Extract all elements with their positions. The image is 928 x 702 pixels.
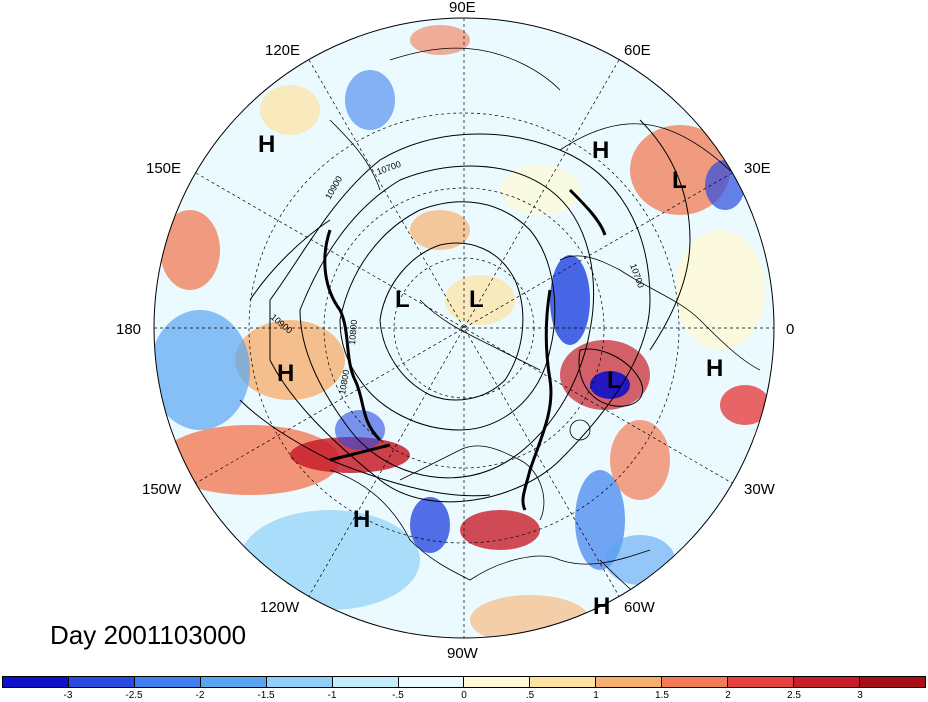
day-title: Day 2001103000 [50, 620, 247, 650]
colorbar-swatch [596, 677, 663, 687]
colorbar-swatch [332, 677, 399, 687]
longitude-label-90w: 90W [447, 645, 478, 662]
colorbar-swatch [794, 677, 860, 687]
high-pressure-marker: H [593, 593, 611, 620]
colorbar-tick-label: 0 [461, 690, 467, 701]
longitude-label-150w: 150W [142, 481, 182, 498]
colorbar-swatch [134, 677, 201, 687]
longitude-label-60e: 60E [624, 42, 651, 59]
high-pressure-marker: H [258, 131, 276, 158]
graticule [154, 18, 774, 638]
colorbar-tick-label: -2 [195, 690, 205, 701]
low-pressure-marker: L [469, 286, 484, 313]
contour-label: 10800 [347, 319, 359, 345]
map-boundary [153, 17, 775, 639]
colorbar-tick-label: -.5 [392, 690, 404, 701]
longitude-label-90e: 90E [449, 0, 476, 16]
high-pressure-marker: H [277, 360, 295, 387]
colorbar [2, 676, 926, 688]
high-pressure-marker: H [706, 355, 724, 382]
low-pressure-marker: L [395, 286, 410, 313]
colorbar-tick-label: -3 [63, 690, 73, 701]
colorbar-swatch [398, 677, 465, 687]
colorbar-tick-label: -1 [327, 690, 337, 701]
longitude-label-60w: 60W [624, 599, 655, 616]
longitude-label-30w: 30W [744, 481, 775, 498]
colorbar-swatch [266, 677, 333, 687]
high-pressure-marker: H [592, 137, 610, 164]
colorbar-tick-label: .5 [525, 690, 535, 701]
low-pressure-marker: L [607, 367, 622, 394]
colorbar-tick-label: -1.5 [257, 690, 275, 701]
longitude-label-0: 0 [786, 321, 795, 338]
colorbar-swatch [464, 677, 531, 687]
colorbar-swatch [728, 677, 795, 687]
longitude-label-180: 180 [116, 321, 142, 338]
colorbar-swatch [530, 677, 597, 687]
colorbar-tick-label: 2 [725, 690, 731, 701]
longitude-label-120w: 120W [260, 599, 300, 616]
colorbar-swatch [200, 677, 267, 687]
colorbar-swatch [68, 677, 135, 687]
colorbar-tick-label: 2.5 [787, 690, 801, 701]
longitude-label-30e: 30E [744, 160, 771, 177]
longitude-label-150e: 150E [146, 160, 182, 177]
colorbar-swatch [3, 677, 69, 687]
colorbar-tick-label: 3 [857, 690, 863, 701]
colorbar-tick-label: -2.5 [125, 690, 143, 701]
coastlines [329, 47, 761, 611]
low-pressure-marker: L [672, 167, 687, 194]
colorbar-swatch [859, 677, 925, 687]
longitude-label-120e: 120E [265, 42, 301, 59]
contour-label: 10800 [337, 369, 351, 395]
height-contours [239, 119, 691, 511]
high-pressure-marker: H [353, 506, 371, 533]
colorbar-swatch [662, 677, 729, 687]
colorbar-tick-label: 1 [593, 690, 599, 701]
colorbar-tick-label: 1.5 [655, 690, 669, 701]
